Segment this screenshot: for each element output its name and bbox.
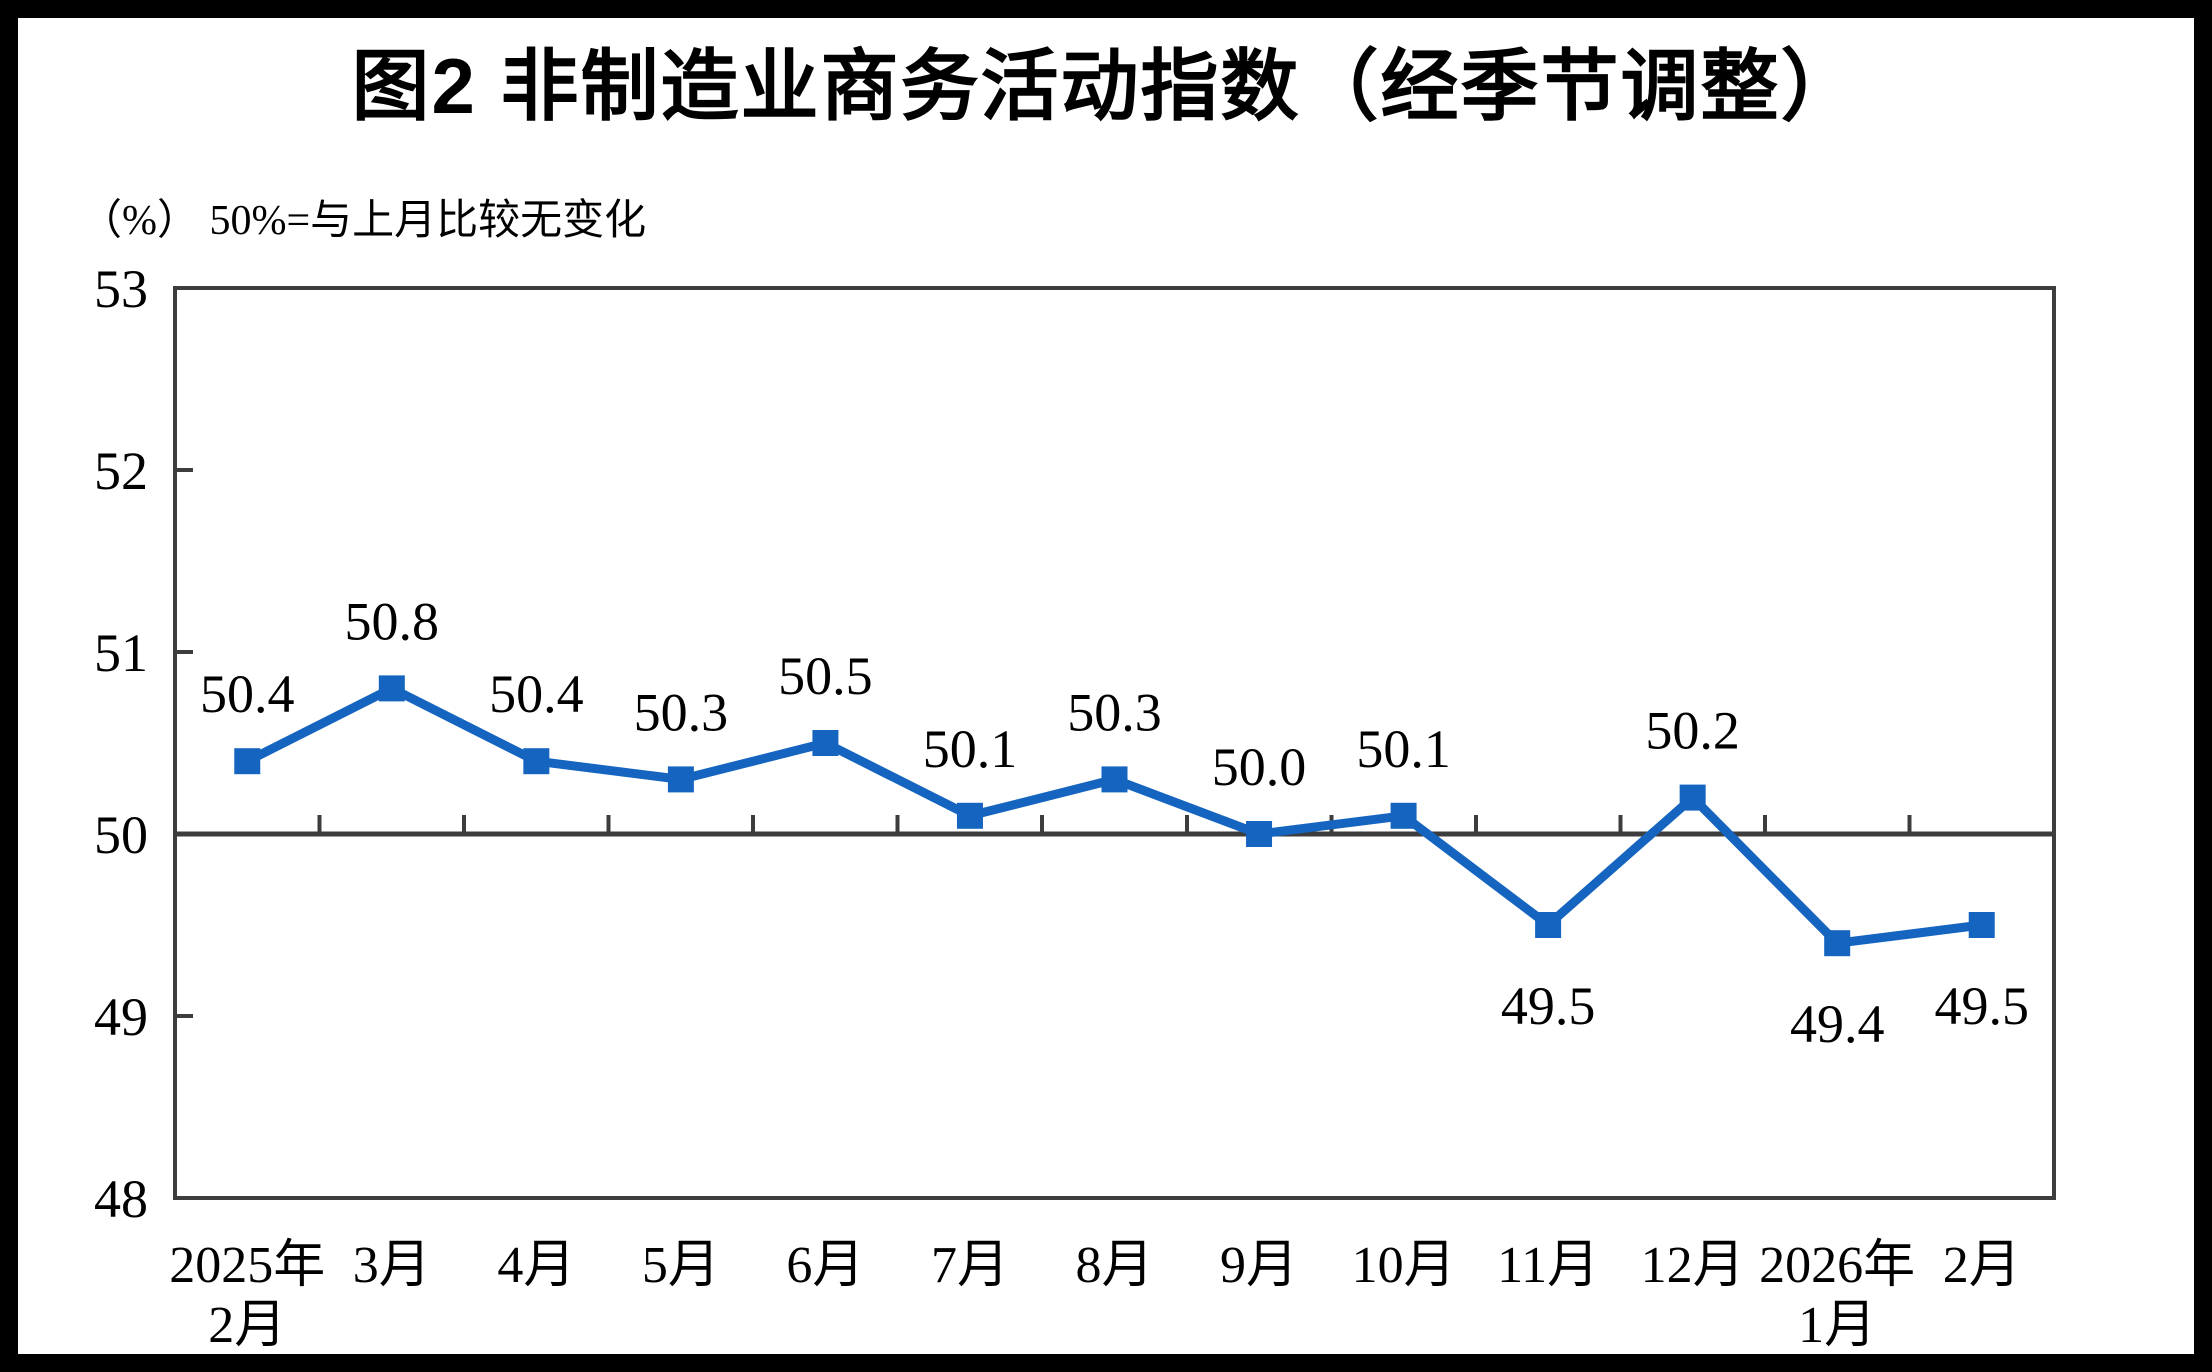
x-axis-tick-label: 8月 bbox=[1075, 1237, 1153, 1294]
data-point-marker bbox=[523, 748, 550, 775]
y-axis-tick-label: 50 bbox=[94, 805, 148, 865]
y-axis-tick-label: 51 bbox=[94, 623, 148, 683]
data-point-marker bbox=[1679, 784, 1706, 811]
value-label: 50.0 bbox=[1212, 737, 1307, 797]
value-labels: 50.4 50.8 50.4 50.3 50.5 50.1 50.3 50.0 50.1 49.5… bbox=[200, 591, 2029, 1054]
value-label: 50.1 bbox=[1356, 719, 1451, 779]
x-axis-tick-label: 2026年 1月 bbox=[1759, 1237, 1915, 1354]
value-label: 50.1 bbox=[923, 719, 1018, 779]
data-point-marker bbox=[1535, 912, 1562, 938]
data-point-marker bbox=[1390, 802, 1417, 829]
data-point-marker bbox=[234, 748, 261, 775]
value-label: 49.5 bbox=[1501, 976, 1596, 1036]
data-point-marker bbox=[812, 730, 839, 756]
x-axis-tick-label: 3月 bbox=[353, 1237, 431, 1294]
y-axis-tick-label: 48 bbox=[94, 1169, 148, 1229]
value-label: 50.8 bbox=[345, 591, 440, 651]
y-axis-tick-label: 52 bbox=[94, 441, 148, 501]
x-axis-tick-label: 9月 bbox=[1220, 1237, 1298, 1294]
reference-line-50 bbox=[175, 815, 2054, 837]
chart-title: 图2 非制造业商务活动指数（经季节调整） bbox=[351, 42, 1861, 130]
data-point-marker bbox=[1246, 821, 1273, 847]
data-point-marker bbox=[1968, 912, 1995, 938]
y-axis-tick-label: 53 bbox=[94, 259, 148, 319]
data-point-marker bbox=[667, 766, 694, 793]
x-axis-tick-label: 6月 bbox=[786, 1237, 864, 1294]
value-label: 49.4 bbox=[1790, 994, 1885, 1054]
value-label: 50.4 bbox=[200, 664, 295, 724]
data-point-marker bbox=[956, 802, 983, 829]
x-axis-tick-label: 11月 bbox=[1497, 1237, 1599, 1294]
value-label: 50.3 bbox=[1067, 682, 1162, 742]
value-label: 50.2 bbox=[1645, 701, 1740, 761]
value-label: 49.5 bbox=[1934, 976, 2029, 1036]
y-axis: 53 52 51 50 49 48 bbox=[94, 259, 193, 1229]
x-axis-tick-label: 4月 bbox=[497, 1237, 575, 1294]
data-point-marker bbox=[378, 675, 405, 702]
x-axis: 2025年 2月 3月 4月 5月 6月 7月 8月 9月 10月 11月 12月 2026年 1月 2月 bbox=[169, 1237, 2020, 1354]
x-axis-tick-label: 10月 bbox=[1352, 1237, 1456, 1294]
x-axis-tick-label: 5月 bbox=[642, 1237, 720, 1294]
y-axis-tick-label: 49 bbox=[94, 987, 148, 1047]
series-business-activity-index bbox=[234, 675, 1995, 957]
value-label: 50.4 bbox=[489, 664, 584, 724]
value-label: 50.3 bbox=[634, 682, 729, 742]
x-axis-tick-label: 7月 bbox=[931, 1237, 1009, 1294]
x-axis-tick-label: 2025年 2月 bbox=[169, 1237, 325, 1354]
data-point-marker bbox=[1101, 766, 1128, 793]
value-label: 50.5 bbox=[778, 646, 873, 706]
x-axis-tick-label: 12月 bbox=[1641, 1237, 1745, 1294]
axis-unit-note: （%） 50%=与上月比较无变化 bbox=[80, 198, 647, 244]
x-axis-tick-label: 2月 bbox=[1943, 1237, 2021, 1294]
data-point-marker bbox=[1824, 930, 1851, 957]
plot-border bbox=[173, 286, 2056, 1200]
